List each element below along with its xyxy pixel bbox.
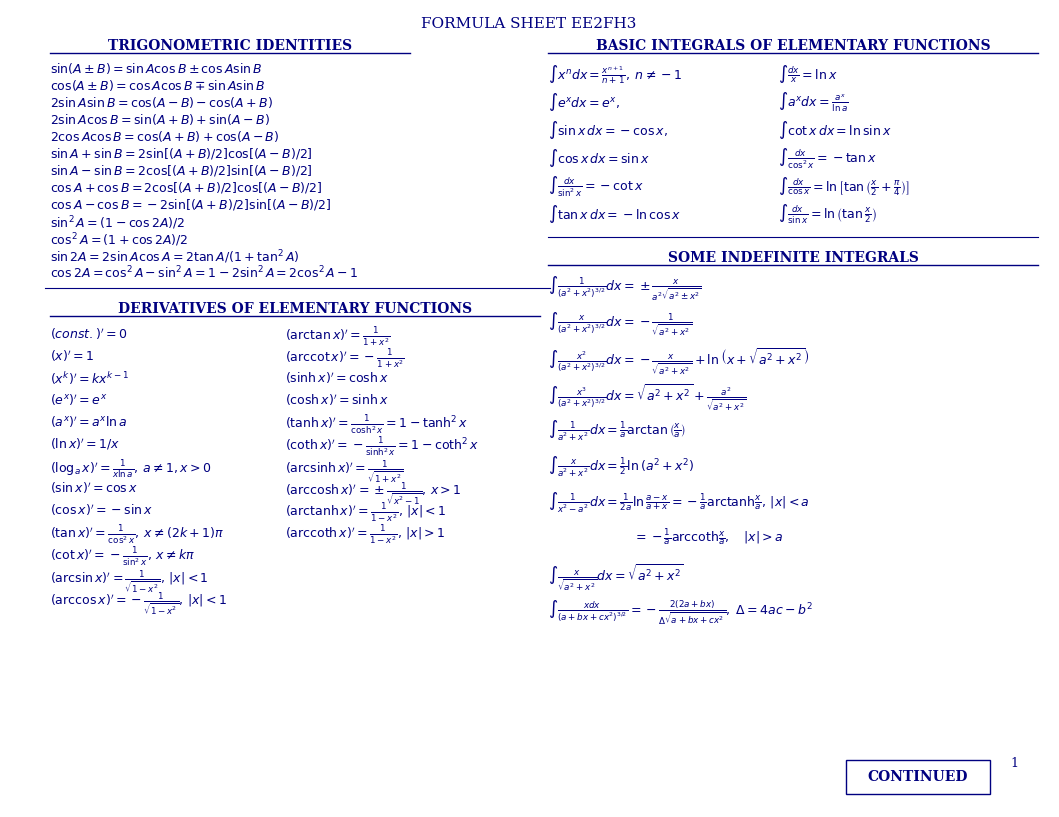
Text: $\int \frac{dx}{\sin^2 x} = -\cot x$: $\int \frac{dx}{\sin^2 x} = -\cot x$ — [548, 175, 644, 199]
Text: $\int\frac{x}{a^2+x^2}dx = \frac{1}{2}\ln\left(a^2+x^2\right)$: $\int\frac{x}{a^2+x^2}dx = \frac{1}{2}\l… — [548, 455, 695, 480]
Text: $\int\frac{x}{\sqrt{a^2+x^2}}dx = \sqrt{a^2+x^2}$: $\int\frac{x}{\sqrt{a^2+x^2}}dx = \sqrt{… — [548, 563, 684, 593]
Text: $\int\frac{x^2}{(a^2+x^2)^{3/2}}dx = -\frac{x}{\sqrt{a^2+x^2}}+\ln\left(x+\sqrt{: $\int\frac{x^2}{(a^2+x^2)^{3/2}}dx = -\f… — [548, 347, 809, 377]
Text: $(\ln x)' = 1/x$: $(\ln x)' = 1/x$ — [50, 436, 121, 452]
Text: $\int\frac{x}{(a^2+x^2)^{3/2}}dx = -\frac{1}{\sqrt{a^2+x^2}}$: $\int\frac{x}{(a^2+x^2)^{3/2}}dx = -\fra… — [548, 311, 692, 338]
Text: $\cos(A \pm B) = \cos A\cos B \mp \sin A\sin B$: $\cos(A \pm B) = \cos A\cos B \mp \sin A… — [50, 78, 266, 93]
Text: $\int \sin x\, dx = -\cos x,$: $\int \sin x\, dx = -\cos x,$ — [548, 119, 668, 141]
Text: $(\cosh x)' = \sinh x$: $(\cosh x)' = \sinh x$ — [285, 392, 389, 408]
Text: $\sin^2 A = (1 - \cos 2A)/2$: $\sin^2 A = (1 - \cos 2A)/2$ — [50, 214, 185, 231]
Text: $2\cos A\cos B = \cos(A+B) + \cos(A-B)$: $2\cos A\cos B = \cos(A+B) + \cos(A-B)$ — [50, 129, 280, 144]
Text: $\sin(A \pm B) = \sin A\cos B \pm \cos A\sin B$: $\sin(A \pm B) = \sin A\cos B \pm \cos A… — [50, 61, 263, 76]
FancyBboxPatch shape — [846, 760, 990, 794]
Text: $\cos^2 A = (1 + \cos 2A)/2$: $\cos^2 A = (1 + \cos 2A)/2$ — [50, 231, 187, 248]
Text: $\int a^x dx = \frac{a^x}{\ln a}$: $\int a^x dx = \frac{a^x}{\ln a}$ — [778, 91, 848, 114]
Text: $(const.)' = 0$: $(const.)' = 0$ — [50, 326, 127, 342]
Text: $(\log_a x)' = \frac{1}{x\ln a},\, a\neq 1, x>0$: $(\log_a x)' = \frac{1}{x\ln a},\, a\neq… — [50, 458, 212, 480]
Text: 1: 1 — [1010, 757, 1018, 770]
Text: $(\arctan x)' = \frac{1}{1+x^2}$: $(\arctan x)' = \frac{1}{1+x^2}$ — [285, 326, 391, 350]
Text: SOME INDEFINITE INTEGRALS: SOME INDEFINITE INTEGRALS — [667, 251, 918, 265]
Text: $2\sin A\sin B = \cos(A-B) - \cos(A+B)$: $2\sin A\sin B = \cos(A-B) - \cos(A+B)$ — [50, 95, 273, 110]
Text: $\int \frac{dx}{\cos^2 x} = -\tan x$: $\int \frac{dx}{\cos^2 x} = -\tan x$ — [778, 147, 877, 172]
Text: $\int \cot x\, dx = \ln\sin x$: $\int \cot x\, dx = \ln\sin x$ — [778, 119, 892, 141]
Text: $\int e^x dx = e^x,$: $\int e^x dx = e^x,$ — [548, 91, 621, 113]
Text: $2\sin A\cos B = \sin(A+B) + \sin(A-B)$: $2\sin A\cos B = \sin(A+B) + \sin(A-B)$ — [50, 112, 270, 127]
Text: DERIVATIVES OF ELEMENTARY FUNCTIONS: DERIVATIVES OF ELEMENTARY FUNCTIONS — [118, 302, 472, 316]
Text: $(\mathrm{arccoth}\, x)' = \frac{1}{1-x^2},\, |x|>1$: $(\mathrm{arccoth}\, x)' = \frac{1}{1-x^… — [285, 524, 446, 547]
Text: $\quad\quad\quad\quad\quad\quad\quad = -\frac{1}{a}\mathrm{arccoth}\frac{x}{a},\: $\quad\quad\quad\quad\quad\quad\quad = -… — [548, 527, 784, 547]
Text: $(\mathrm{arc}\cot x)' = -\frac{1}{1+x^2}$: $(\mathrm{arc}\cot x)' = -\frac{1}{1+x^2… — [285, 348, 405, 372]
Text: TRIGONOMETRIC IDENTITIES: TRIGONOMETRIC IDENTITIES — [108, 39, 352, 53]
Text: $\int\frac{x^3}{(a^2+x^2)^{3/2}}dx = \sqrt{a^2+x^2}+\frac{a^2}{\sqrt{a^2+x^2}}$: $\int\frac{x^3}{(a^2+x^2)^{3/2}}dx = \sq… — [548, 383, 747, 413]
Text: $\cos A + \cos B = 2\cos[(A+B)/2]\cos[(A-B)/2]$: $\cos A + \cos B = 2\cos[(A+B)/2]\cos[(A… — [50, 180, 322, 195]
Text: $(a^x)' = a^x \ln a$: $(a^x)' = a^x \ln a$ — [50, 414, 128, 430]
Text: $(\cos x)' = -\sin x$: $(\cos x)' = -\sin x$ — [50, 502, 154, 517]
Text: $(\coth x)' = -\frac{1}{\sinh^2 x} = 1 - \coth^2 x$: $(\coth x)' = -\frac{1}{\sinh^2 x} = 1 -… — [285, 436, 479, 459]
Text: $(\mathrm{arctanh}\, x)' = \frac{1}{1-x^2},\, |x|<1$: $(\mathrm{arctanh}\, x)' = \frac{1}{1-x^… — [285, 502, 447, 525]
Text: CONTINUED: CONTINUED — [867, 770, 968, 784]
Text: $(\arccos x)' = -\frac{1}{\sqrt{1-x^2}},\, |x|<1$: $(\arccos x)' = -\frac{1}{\sqrt{1-x^2}},… — [50, 590, 227, 617]
Text: $\sin A + \sin B = 2\sin[(A+B)/2]\cos[(A-B)/2]$: $\sin A + \sin B = 2\sin[(A+B)/2]\cos[(A… — [50, 146, 312, 161]
Text: $(\sinh x)' = \cosh x$: $(\sinh x)' = \cosh x$ — [285, 370, 389, 386]
Text: $\cos 2A = \cos^2 A - \sin^2 A = 1 - 2\sin^2 A = 2\cos^2 A - 1$: $\cos 2A = \cos^2 A - \sin^2 A = 1 - 2\s… — [50, 265, 359, 282]
Text: $(\mathrm{arccosh}\, x)' = \pm\frac{1}{\sqrt{x^2-1}},\, x>1$: $(\mathrm{arccosh}\, x)' = \pm\frac{1}{\… — [285, 480, 462, 507]
Text: $\int\frac{1}{(a^2+x^2)^{3/2}}dx = \pm\frac{x}{a^2\sqrt{a^2\pm x^2}}$: $\int\frac{1}{(a^2+x^2)^{3/2}}dx = \pm\f… — [548, 275, 702, 303]
Text: $\int \frac{dx}{\sin x} = \ln\left(\tan\frac{x}{2}\right)$: $\int \frac{dx}{\sin x} = \ln\left(\tan\… — [778, 203, 877, 226]
Text: $\int\frac{1}{x^2-a^2}dx = \frac{1}{2a}\ln\frac{a-x}{a+x}=-\frac{1}{a}\mathrm{ar: $\int\frac{1}{x^2-a^2}dx = \frac{1}{2a}\… — [548, 491, 810, 516]
Text: $(\tanh x)' = \frac{1}{\cosh^2 x} = 1 - \tanh^2 x$: $(\tanh x)' = \frac{1}{\cosh^2 x} = 1 - … — [285, 414, 468, 437]
Text: $\cos A - \cos B = -2\sin[(A+B)/2]\sin[(A-B)/2]$: $\cos A - \cos B = -2\sin[(A+B)/2]\sin[(… — [50, 197, 331, 212]
Text: $\int \cos x\, dx = \sin x$: $\int \cos x\, dx = \sin x$ — [548, 147, 650, 169]
Text: $(x^k)' = kx^{k-1}$: $(x^k)' = kx^{k-1}$ — [50, 370, 129, 387]
Text: $\int \tan x\, dx = -\ln\cos x$: $\int \tan x\, dx = -\ln\cos x$ — [548, 203, 681, 225]
Text: $(\arcsin x)' = \frac{1}{\sqrt{1-x^2}},\, |x|<1$: $(\arcsin x)' = \frac{1}{\sqrt{1-x^2}},\… — [50, 568, 209, 595]
Text: $(\tan x)' = \frac{1}{\cos^2 x},\, x\neq(2k+1)\pi$: $(\tan x)' = \frac{1}{\cos^2 x},\, x\neq… — [50, 524, 225, 547]
Text: $\int \frac{dx}{x} = \ln x$: $\int \frac{dx}{x} = \ln x$ — [778, 63, 838, 85]
Text: FORMULA SHEET EE2FH3: FORMULA SHEET EE2FH3 — [421, 17, 636, 31]
Text: $(\sin x)' = \cos x$: $(\sin x)' = \cos x$ — [50, 480, 138, 495]
Text: $\int\frac{1}{a^2+x^2}dx = \frac{1}{a}\arctan\left(\frac{x}{a}\right)$: $\int\frac{1}{a^2+x^2}dx = \frac{1}{a}\a… — [548, 419, 686, 443]
Text: $\sin A - \sin B = 2\cos[(A+B)/2]\sin[(A-B)/2]$: $\sin A - \sin B = 2\cos[(A+B)/2]\sin[(A… — [50, 163, 312, 178]
Text: $(e^x)' = e^x$: $(e^x)' = e^x$ — [50, 392, 107, 408]
Text: $(\cot x)' = -\frac{1}{\sin^2 x},\, x\neq k\pi$: $(\cot x)' = -\frac{1}{\sin^2 x},\, x\ne… — [50, 546, 195, 569]
Text: $\int \frac{dx}{\cos x} = \ln\left[\tan\left(\frac{x}{2}+\frac{\pi}{4}\right)\ri: $\int \frac{dx}{\cos x} = \ln\left[\tan\… — [778, 175, 910, 198]
Text: $(x)' = 1$: $(x)' = 1$ — [50, 348, 94, 364]
Text: $\sin 2A = 2\sin A\cos A = 2\tan A/(1+\tan^2 A)$: $\sin 2A = 2\sin A\cos A = 2\tan A/(1+\t… — [50, 248, 300, 266]
Text: $\int\frac{xdx}{(a+bx+cx^2)^{3/2}} = -\frac{2(2a+bx)}{\Delta\sqrt{a+bx+cx^2}},\;: $\int\frac{xdx}{(a+bx+cx^2)^{3/2}} = -\f… — [548, 599, 812, 627]
Text: $\int x^n dx = \frac{x^{n+1}}{n+1},\; n\neq -1$: $\int x^n dx = \frac{x^{n+1}}{n+1},\; n\… — [548, 63, 682, 86]
Text: $(\mathrm{arcsinh}\, x)' = \frac{1}{\sqrt{1+x^2}}$: $(\mathrm{arcsinh}\, x)' = \frac{1}{\sqr… — [285, 458, 403, 484]
Text: BASIC INTEGRALS OF ELEMENTARY FUNCTIONS: BASIC INTEGRALS OF ELEMENTARY FUNCTIONS — [595, 39, 990, 53]
